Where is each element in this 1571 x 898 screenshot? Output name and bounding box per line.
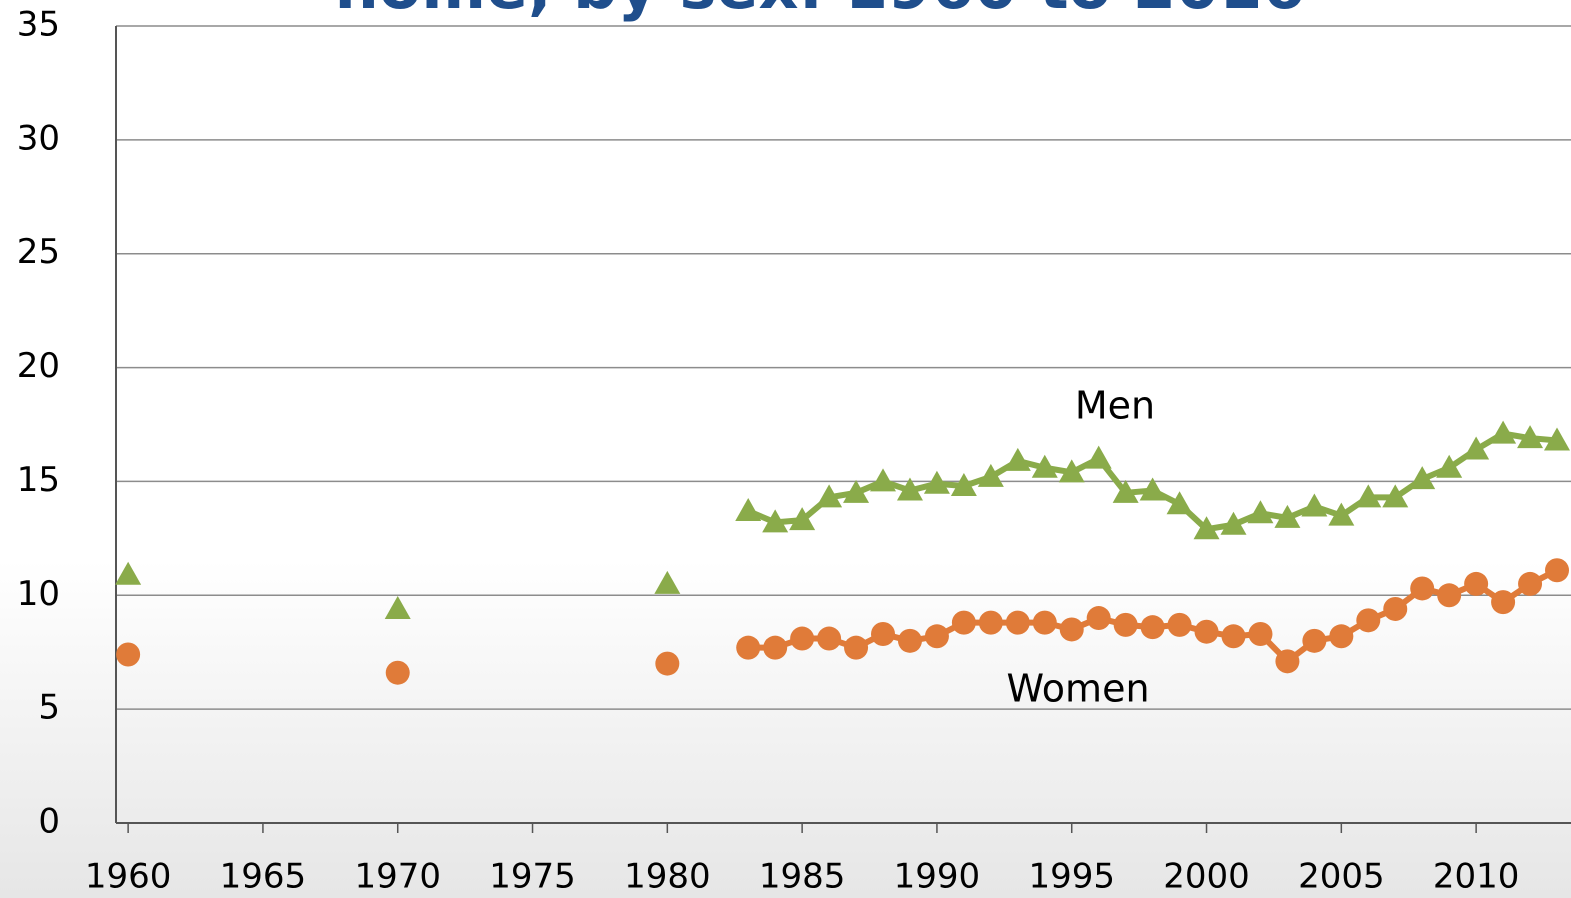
marker <box>1409 466 1436 490</box>
x-tick-label: 2005 <box>1298 857 1385 897</box>
marker <box>115 561 142 585</box>
y-tick-label: 20 <box>17 346 60 386</box>
marker <box>1139 477 1166 501</box>
marker <box>977 463 1004 487</box>
marker <box>870 468 897 492</box>
marker <box>816 484 843 508</box>
annotation: Men <box>1075 384 1155 428</box>
marker <box>951 610 976 635</box>
marker <box>654 570 681 594</box>
y-tick-label: 25 <box>17 232 60 272</box>
x-tick-label: 1960 <box>85 857 172 897</box>
marker <box>790 626 815 651</box>
marker <box>1355 484 1382 508</box>
y-tick-label: 15 <box>17 460 60 500</box>
marker <box>1328 502 1355 526</box>
marker <box>1140 615 1165 640</box>
marker <box>1086 606 1111 631</box>
marker <box>1436 454 1463 478</box>
marker <box>789 507 816 531</box>
marker <box>1329 624 1354 649</box>
marker <box>1274 504 1301 528</box>
y-tick-label: 30 <box>17 118 60 158</box>
marker <box>1301 493 1328 517</box>
marker <box>896 477 923 501</box>
marker <box>1113 612 1138 637</box>
marker <box>1247 500 1274 524</box>
marker <box>384 595 411 619</box>
marker <box>1383 596 1408 621</box>
y-tick-label: 0 <box>38 802 60 842</box>
marker <box>1166 491 1193 515</box>
marker <box>1518 571 1543 596</box>
marker <box>1410 576 1435 601</box>
y-tick-label: 35 <box>17 5 60 45</box>
marker <box>1302 628 1327 653</box>
x-tick-label: 1985 <box>759 857 846 897</box>
x-tick-label: 2010 <box>1433 857 1520 897</box>
marker <box>385 660 410 685</box>
x-tick-label: 1965 <box>220 857 307 897</box>
marker <box>1112 479 1139 503</box>
marker <box>1004 447 1031 471</box>
marker <box>897 628 922 653</box>
marker <box>1382 484 1409 508</box>
x-tick-label: 2000 <box>1163 857 1250 897</box>
marker <box>1464 571 1489 596</box>
marker <box>1031 454 1058 478</box>
marker <box>1437 583 1462 608</box>
marker <box>923 470 950 494</box>
x-tick-label: 1980 <box>624 857 711 897</box>
x-tick-label: 1995 <box>1028 857 1115 897</box>
chart-title: home, by sex: 1960 to 2016 <box>335 0 1306 23</box>
y-tick-label: 5 <box>38 688 60 728</box>
marker <box>871 621 896 646</box>
annotation: Women <box>1006 667 1149 711</box>
marker <box>1517 425 1544 449</box>
marker <box>924 624 949 649</box>
marker <box>655 651 680 676</box>
marker <box>978 610 1003 635</box>
marker <box>1193 516 1220 540</box>
marker <box>762 509 789 533</box>
marker <box>843 479 870 503</box>
marker <box>1220 511 1247 535</box>
marker <box>1032 610 1057 635</box>
marker <box>1167 612 1192 637</box>
marker <box>763 635 788 660</box>
marker <box>1463 436 1490 460</box>
marker <box>116 642 141 667</box>
y-tick-label: 10 <box>17 574 60 614</box>
marker <box>817 626 842 651</box>
marker <box>1544 427 1571 451</box>
marker <box>736 635 761 660</box>
x-tick-label: 1970 <box>354 857 441 897</box>
marker <box>735 498 762 522</box>
marker <box>1059 617 1084 642</box>
marker <box>1545 558 1570 583</box>
marker <box>1085 445 1112 469</box>
marker <box>1058 459 1085 483</box>
marker <box>1491 590 1516 615</box>
marker <box>1005 610 1030 635</box>
marker <box>950 472 977 496</box>
x-tick-label: 1975 <box>489 857 576 897</box>
marker <box>1248 621 1273 646</box>
marker <box>1356 608 1381 633</box>
marker <box>1275 649 1300 674</box>
x-tick-label: 1990 <box>894 857 981 897</box>
marker <box>1221 624 1246 649</box>
marker <box>844 635 869 660</box>
marker <box>1194 619 1219 644</box>
marker <box>1490 420 1517 444</box>
